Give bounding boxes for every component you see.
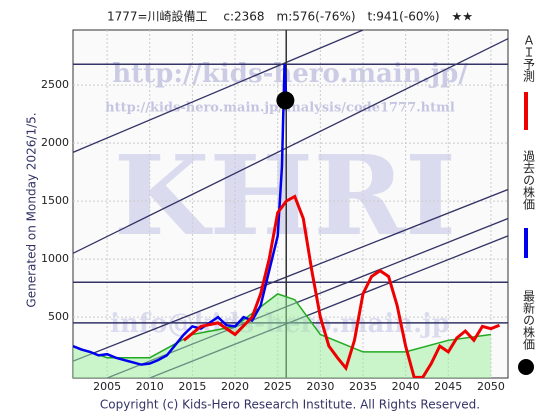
y-tick-label: 1000 bbox=[41, 252, 69, 265]
trend-line bbox=[73, 188, 508, 362]
x-tick-label: 2005 bbox=[93, 380, 121, 393]
legend-label: 過去の株価 bbox=[522, 150, 536, 210]
legend-swatch bbox=[518, 359, 534, 375]
x-tick-label: 2020 bbox=[221, 380, 249, 393]
y-tick-label: 2500 bbox=[41, 78, 69, 91]
x-tick-label: 2040 bbox=[392, 380, 420, 393]
x-tick-label: 2050 bbox=[477, 380, 505, 393]
footer: Copyright (c) Kids-Hero Research Institu… bbox=[100, 398, 480, 412]
band-area bbox=[73, 293, 491, 378]
y-tick-label: 500 bbox=[48, 310, 69, 323]
side-note: Generated on Monday 2026/1/5. bbox=[25, 112, 39, 307]
x-tick-label: 2045 bbox=[434, 380, 462, 393]
plot bbox=[73, 30, 508, 378]
trend-line bbox=[73, 38, 508, 254]
x-tick-label: 2015 bbox=[178, 380, 206, 393]
y-tick-label: 2000 bbox=[41, 136, 69, 149]
x-tick-label: 2010 bbox=[136, 380, 164, 393]
series-line bbox=[73, 293, 492, 359]
watermark: KHRI bbox=[114, 131, 456, 260]
trend-line bbox=[73, 30, 364, 153]
x-tick-label: 2030 bbox=[306, 380, 334, 393]
chart-title: 1777=川崎設備工 c:2368 m:576(-76%) t:941(-60%… bbox=[107, 9, 473, 24]
series-line bbox=[182, 194, 501, 378]
legend-label: 最新の株価 bbox=[522, 290, 536, 350]
legend-label: ＡＩ予測 bbox=[522, 34, 536, 83]
x-tick-label: 2025 bbox=[264, 380, 292, 393]
x-tick-label: 2035 bbox=[349, 380, 377, 393]
series-line bbox=[73, 64, 288, 366]
latest-point bbox=[276, 91, 295, 110]
y-tick-label: 1500 bbox=[41, 194, 69, 207]
